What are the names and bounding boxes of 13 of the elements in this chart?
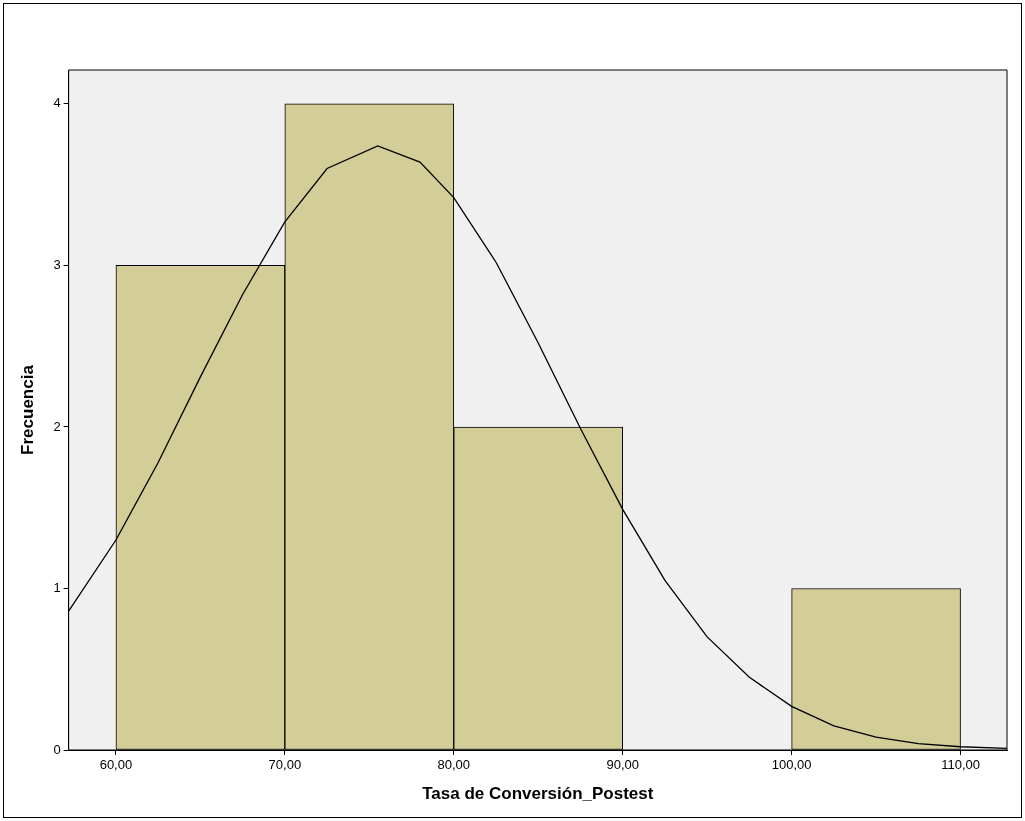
y-tick-label: 3 (53, 257, 61, 273)
x-tick-label: 60,00 (99, 757, 133, 773)
y-tick-label: 4 (53, 95, 61, 111)
x-tick-label: 80,00 (437, 757, 471, 773)
y-tick-label: 1 (53, 580, 61, 596)
x-axis-title: Tasa de Conversión_Postest (422, 784, 654, 804)
x-tick-label: 90,00 (606, 757, 639, 773)
x-tick-label: 70,00 (268, 757, 302, 773)
x-tick-label: 100,00 (771, 757, 812, 773)
y-tick-label: 0 (53, 741, 61, 757)
y-axis-title: Frecuencia (17, 364, 37, 455)
x-tick-label: 110,00 (941, 757, 980, 773)
y-tick-label: 2 (53, 418, 61, 434)
